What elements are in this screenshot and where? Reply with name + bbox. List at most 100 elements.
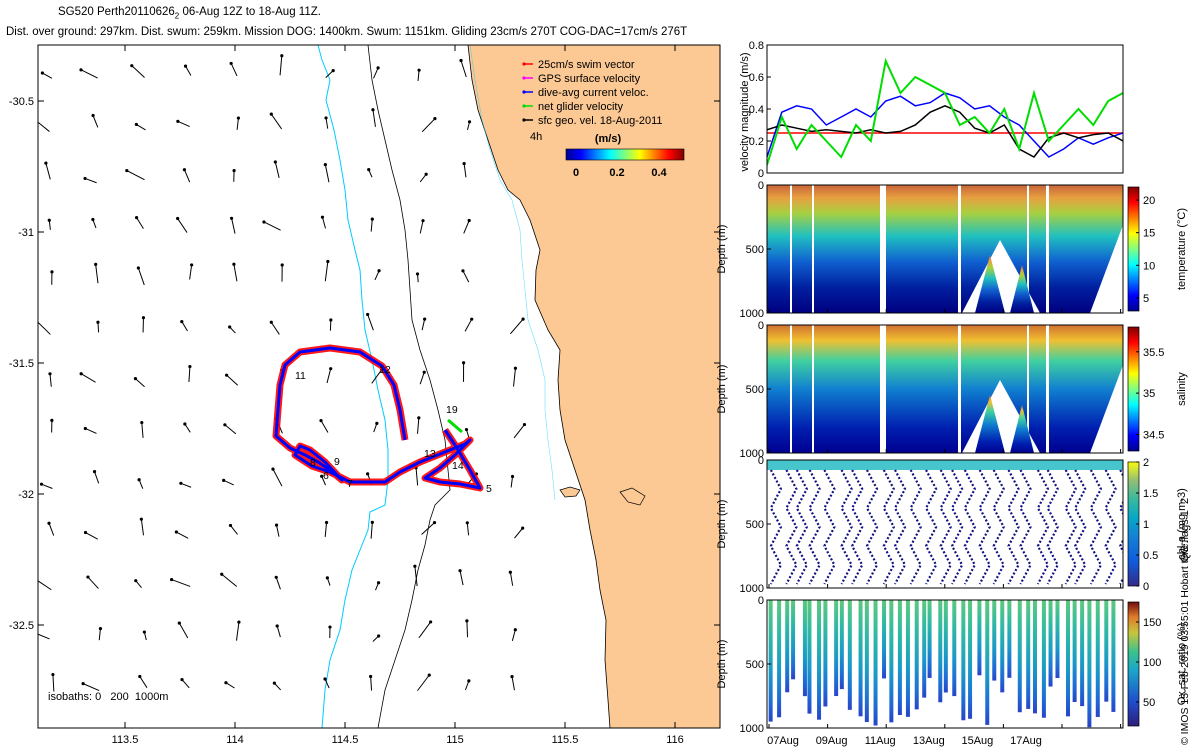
velocity-arrow: [135, 378, 145, 388]
velocity-arrow-head: [182, 168, 187, 172]
isobath-1000m: [317, 45, 389, 728]
velocity-arrow: [324, 678, 330, 689]
ox-profile: [927, 600, 932, 678]
ox-profile: [889, 600, 894, 723]
velocity-series-line: [767, 104, 1123, 158]
velocity-arrow: [226, 374, 239, 386]
ox-profile: [1041, 600, 1046, 718]
time-axis-label: 09Aug: [816, 735, 848, 747]
velocity-arrow: [374, 270, 380, 281]
surface-velocity-arrows: [38, 54, 527, 692]
velocity-arrow-head: [180, 678, 184, 682]
velocity-arrow: [370, 676, 373, 691]
velocity-arrow-head: [417, 68, 421, 72]
velocity-arrow-head: [377, 269, 381, 273]
velocity-arrow-head: [48, 372, 52, 376]
section-colorbar-tick-label: 10: [1143, 260, 1155, 272]
velocity-arrow: [223, 479, 234, 486]
section-ylabel: Depth (m): [716, 640, 728, 689]
map-x-tick-label: 113.5: [112, 734, 139, 746]
map-panel: 5 6 7 8 9 11 12 13 14 19 113.5 114 114.5 115 115.5 116…: [9, 44, 721, 746]
velocity-arrow: [52, 674, 55, 692]
velocity-arrow: [236, 621, 240, 641]
section-colorbar: [1127, 186, 1140, 312]
velocity-arrow-head: [320, 215, 325, 219]
chl-profile: [785, 469, 798, 585]
velocity-arrow-head: [47, 521, 51, 525]
velocity-arrow-head: [433, 117, 437, 121]
velocity-arrow: [138, 479, 144, 489]
track-day-label: 6: [323, 470, 329, 482]
ox-profile: [802, 600, 807, 697]
velocity-arrow: [459, 570, 464, 586]
velocity-arrow-head: [331, 68, 335, 73]
section-colorbar-tick-label: 0.5: [1143, 550, 1158, 562]
section-panel-sal: 0 500 1000 Depth (m) 34.5 35 35.5 salinity: [716, 320, 1188, 460]
velocity-arrow-head: [79, 68, 83, 72]
current-vector-track: [274, 346, 482, 490]
velocity-arrow: [92, 115, 99, 128]
data-gap: [1046, 325, 1049, 453]
velocity-arrow: [418, 621, 432, 639]
velocity-arrow-head: [319, 418, 323, 423]
section-colorbar-tick-label: 2: [1143, 457, 1149, 469]
time-axis-label: 17Aug: [1010, 735, 1042, 747]
velocity-arrow-head: [137, 478, 141, 482]
velocity-arrow-head: [220, 572, 224, 576]
velocity-arrow: [270, 321, 280, 335]
velocity-arrow: [45, 162, 51, 180]
velocity-arrow: [87, 576, 99, 589]
velocity-arrow-head: [229, 61, 233, 66]
map-x-tick-label: 116: [666, 734, 684, 746]
chl-profile: [850, 469, 864, 585]
section-colorbar-tick-label: 20: [1143, 195, 1155, 207]
velocity-arrow: [464, 680, 470, 691]
legend-swatch-head: [522, 76, 526, 80]
velocity-arrow-head: [176, 119, 180, 123]
legend-entry-label: net glider velocity: [538, 101, 623, 113]
data-gap: [812, 325, 814, 453]
map-x-tick-label: 115: [446, 734, 464, 746]
velocity-arrow: [274, 161, 280, 179]
velocity-arrow-head: [83, 530, 88, 535]
chl-profile: [924, 469, 938, 585]
velocity-arrow-head: [125, 168, 129, 173]
velocity-arrow-head: [133, 376, 138, 381]
chl-profile: [939, 469, 952, 585]
ox-profile: [847, 600, 852, 710]
velocity-arrow: [511, 676, 515, 691]
ox-profile: [1072, 600, 1077, 703]
section-panel-temp: 0 500 1000 Depth (m) 5 10 15 20 temperature (°C): [716, 180, 1188, 320]
velocity-arrow-head: [188, 364, 192, 369]
velocity-arrow-head: [81, 682, 85, 686]
velocity-y-tick-label: 0.8: [749, 40, 764, 52]
section-field: [1010, 405, 1034, 453]
velocity-arrow: [513, 424, 525, 439]
ox-profile: [943, 600, 948, 693]
chl-profile: [840, 469, 853, 585]
coastline-inner: [469, 45, 556, 501]
map-x-tick-label: 115.5: [552, 734, 579, 746]
velocity-arrow: [462, 270, 470, 283]
section-colorbar-tick-label: 5: [1143, 293, 1149, 305]
velocity-arrow: [98, 628, 101, 641]
velocity-arrow-head: [417, 416, 421, 420]
time-axis-label: 07Aug: [767, 735, 799, 747]
chl-profile: [769, 469, 783, 585]
section-colorbar-tick-label: 100: [1143, 657, 1161, 669]
velocity-arrow: [85, 532, 99, 540]
velocity-arrow: [324, 261, 329, 282]
speed-colorbar: [565, 148, 685, 161]
velocity-arrow: [415, 467, 419, 486]
velocity-arrow-head: [140, 420, 144, 425]
section-field: [975, 395, 1005, 453]
velocity-arrow-head: [94, 262, 98, 266]
velocity-arrow-head: [273, 160, 277, 164]
velocity-arrow: [510, 318, 524, 335]
ox-profile: [1048, 600, 1053, 687]
velocity-arrow-head: [92, 470, 97, 474]
velocity-arrow-head: [228, 523, 233, 528]
legend-swatch-head: [522, 104, 526, 108]
velocity-arrow: [82, 683, 100, 692]
section-colorbar-tick-label: 150: [1143, 617, 1161, 629]
